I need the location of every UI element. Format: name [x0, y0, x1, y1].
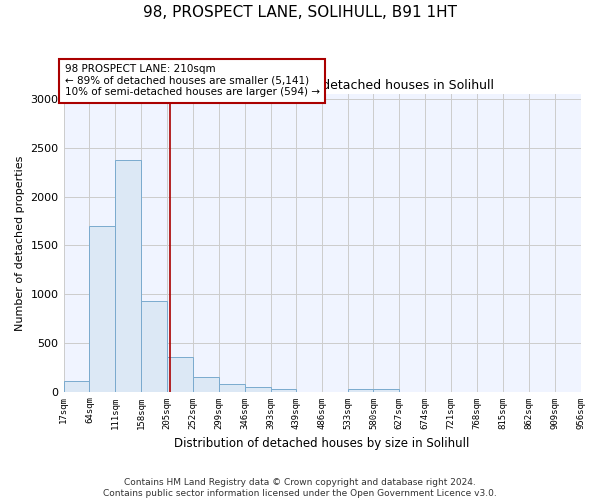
- Bar: [271, 388, 296, 392]
- Bar: [347, 389, 373, 392]
- Bar: [64, 381, 89, 392]
- Bar: [115, 160, 141, 392]
- Y-axis label: Number of detached properties: Number of detached properties: [15, 156, 25, 330]
- Bar: [245, 386, 271, 392]
- Bar: [167, 358, 193, 392]
- Bar: [141, 301, 167, 392]
- Text: 98 PROSPECT LANE: 210sqm
← 89% of detached houses are smaller (5,141)
10% of sem: 98 PROSPECT LANE: 210sqm ← 89% of detach…: [65, 64, 320, 98]
- Bar: [89, 226, 115, 392]
- X-axis label: Distribution of detached houses by size in Solihull: Distribution of detached houses by size …: [175, 437, 470, 450]
- Bar: [219, 384, 245, 392]
- Text: Contains HM Land Registry data © Crown copyright and database right 2024.
Contai: Contains HM Land Registry data © Crown c…: [103, 478, 497, 498]
- Title: Size of property relative to detached houses in Solihull: Size of property relative to detached ho…: [151, 79, 494, 92]
- Bar: [373, 389, 400, 392]
- Text: 98, PROSPECT LANE, SOLIHULL, B91 1HT: 98, PROSPECT LANE, SOLIHULL, B91 1HT: [143, 5, 457, 20]
- Bar: [193, 377, 219, 392]
